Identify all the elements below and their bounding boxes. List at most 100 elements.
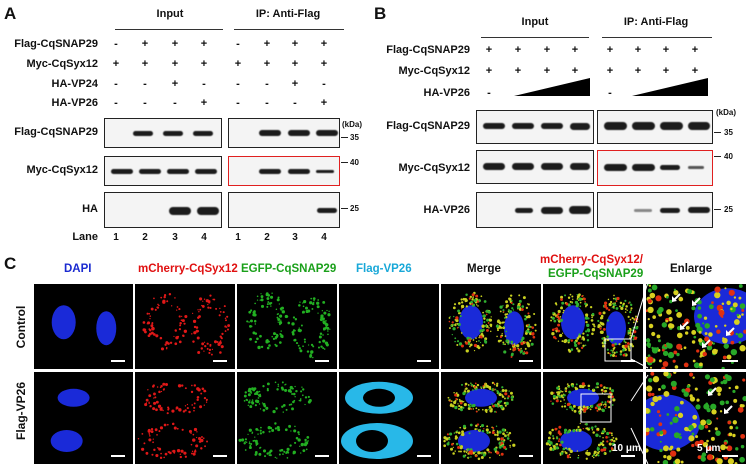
band	[512, 163, 534, 170]
blot-b-flag-ip	[597, 110, 713, 144]
band	[193, 131, 213, 136]
col-label-overlay-green: EGFP-CqSNAP29	[548, 268, 644, 280]
micrograph-control-enlarge	[646, 284, 746, 369]
band	[316, 130, 338, 136]
col-label-dapi: DAPI	[64, 263, 92, 275]
lane-number: 1	[235, 232, 241, 243]
blot-label-b-myc: Myc-CqSyx12	[398, 162, 470, 174]
sign-cell: +	[691, 44, 699, 56]
band	[483, 163, 505, 170]
sign-cell: +	[634, 65, 642, 77]
sign-cell: -	[322, 78, 326, 90]
blot-a-ha-ip	[228, 192, 340, 228]
panel-label-b: B	[374, 4, 387, 23]
input-rule-a	[115, 29, 223, 30]
sign-cell: +	[634, 44, 642, 56]
mw-35-a: 35	[350, 133, 359, 142]
sign-row-label-a: HA-VP26	[51, 97, 98, 109]
sign-cell: -	[143, 78, 147, 90]
band	[541, 207, 563, 214]
mw-tick	[341, 162, 348, 163]
band	[515, 208, 533, 213]
scale-label-5um: 5 μm	[697, 443, 721, 454]
sign-cell: +	[320, 38, 328, 50]
sign-cell: +	[200, 58, 208, 70]
micrograph-vp26-dapi	[34, 372, 133, 464]
band	[570, 123, 590, 130]
sign-cell: +	[234, 58, 242, 70]
sign-cell: -	[608, 87, 612, 99]
band	[259, 169, 281, 174]
sign-cell: +	[606, 44, 614, 56]
sign-cell: -	[114, 78, 118, 90]
micrograph-vp26-merge	[543, 372, 643, 464]
band	[288, 169, 310, 174]
micrograph-vp26-merge	[441, 372, 541, 464]
band	[163, 131, 183, 136]
sign-cell: +	[543, 65, 551, 77]
blot-a-myc-ip	[228, 156, 340, 186]
col-label-mcherry: mCherry-CqSyx12	[138, 263, 238, 275]
blot-b-myc-input	[476, 150, 594, 184]
sign-cell: +	[571, 65, 579, 77]
band	[483, 123, 505, 129]
blot-label-b-ha: HA-VP26	[423, 204, 470, 216]
blot-a-flag-input	[104, 118, 222, 148]
sign-cell: -	[236, 97, 240, 109]
band	[604, 164, 627, 171]
band	[632, 122, 655, 130]
band	[634, 209, 652, 212]
micrograph-control-merge	[543, 284, 643, 369]
sign-cell: +	[514, 44, 522, 56]
panel-label-a: A	[4, 4, 17, 23]
sign-row-label-b: HA-VP26	[423, 87, 470, 99]
sign-cell: -	[173, 97, 177, 109]
blot-b-flag-input	[476, 110, 594, 144]
scale-label-10um: 10 μm	[612, 443, 641, 454]
sign-cell: +	[543, 44, 551, 56]
dose-triangle-input	[514, 78, 590, 96]
panel-label-c: C	[4, 254, 17, 273]
band	[195, 169, 217, 174]
blot-a-myc-input	[104, 156, 222, 186]
band	[541, 163, 563, 170]
blot-label-b-flag: Flag-CqSNAP29	[386, 120, 470, 132]
band	[604, 122, 627, 130]
band	[259, 130, 281, 136]
ip-header-b: IP: Anti-Flag	[623, 16, 689, 28]
mw-tick	[714, 209, 721, 210]
blot-b-myc-ip	[597, 150, 713, 186]
band	[660, 208, 680, 213]
sign-cell: +	[200, 97, 208, 109]
mw-40-b: 40	[724, 152, 733, 161]
ip-rule-b	[602, 37, 712, 38]
sign-cell: +	[291, 58, 299, 70]
sign-cell: +	[485, 65, 493, 77]
band	[316, 170, 334, 173]
band	[570, 163, 590, 170]
lane-number: 3	[292, 232, 298, 243]
input-header-a: Input	[156, 8, 184, 20]
sign-cell: -	[236, 38, 240, 50]
sign-row-label-b: Myc-CqSyx12	[398, 65, 470, 77]
blot-a-ha-input	[104, 192, 222, 228]
blot-b-ha-input	[476, 192, 594, 228]
band	[111, 169, 133, 174]
mw-tick	[341, 208, 348, 209]
sign-cell: +	[691, 65, 699, 77]
sign-cell: -	[265, 97, 269, 109]
micrograph-vp26-cyan	[339, 372, 439, 464]
band	[512, 123, 534, 129]
band	[139, 169, 161, 174]
mw-tick	[714, 156, 721, 157]
lane-number: 3	[172, 232, 178, 243]
micrograph-control-red	[135, 284, 235, 369]
sign-cell: +	[171, 58, 179, 70]
band	[317, 208, 337, 213]
row-label-control: Control	[14, 305, 28, 349]
sign-cell: +	[141, 58, 149, 70]
sign-cell: -	[487, 87, 491, 99]
mw-tick	[341, 137, 348, 138]
band	[541, 123, 563, 129]
sign-row-label-b: Flag-CqSNAP29	[386, 44, 470, 56]
